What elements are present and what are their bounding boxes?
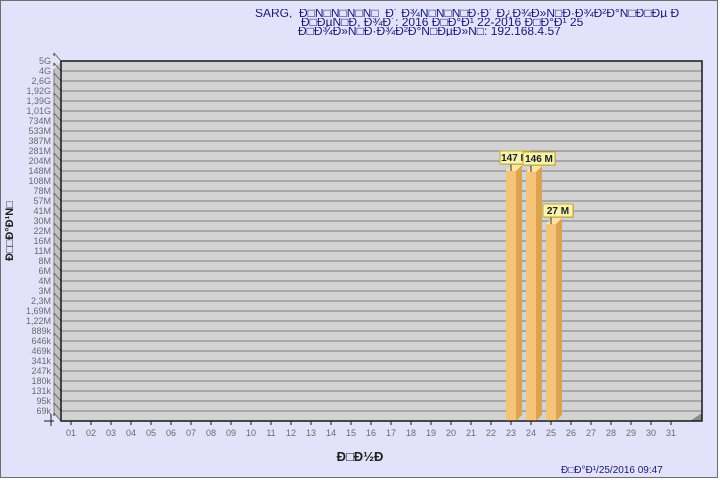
svg-text:734M: 734M bbox=[28, 116, 51, 126]
svg-text:889k: 889k bbox=[31, 326, 51, 336]
svg-text:27 M: 27 M bbox=[547, 206, 569, 217]
svg-text:05: 05 bbox=[146, 428, 156, 438]
svg-text:14: 14 bbox=[326, 428, 336, 438]
svg-text:1,39G: 1,39G bbox=[26, 96, 51, 106]
svg-text:341k: 341k bbox=[31, 356, 51, 366]
svg-text:11: 11 bbox=[266, 428, 275, 438]
svg-text:8M: 8M bbox=[38, 256, 51, 266]
svg-text:31: 31 bbox=[666, 428, 676, 438]
svg-text:26: 26 bbox=[566, 428, 576, 438]
svg-text:06: 06 bbox=[166, 428, 176, 438]
svg-text:21: 21 bbox=[466, 428, 476, 438]
svg-text:15: 15 bbox=[346, 428, 356, 438]
svg-text:6M: 6M bbox=[38, 266, 51, 276]
svg-text:2,3M: 2,3M bbox=[31, 296, 51, 306]
svg-text:41M: 41M bbox=[33, 206, 51, 216]
svg-text:09: 09 bbox=[226, 428, 236, 438]
svg-text:25: 25 bbox=[546, 428, 556, 438]
svg-text:13: 13 bbox=[306, 428, 316, 438]
svg-text:07: 07 bbox=[186, 428, 196, 438]
svg-text:78M: 78M bbox=[33, 186, 51, 196]
svg-text:131k: 131k bbox=[31, 386, 51, 396]
svg-text:2,6G: 2,6G bbox=[31, 76, 51, 86]
svg-text:180k: 180k bbox=[31, 376, 51, 386]
svg-text:20: 20 bbox=[446, 428, 456, 438]
svg-text:69k: 69k bbox=[36, 406, 51, 416]
svg-text:16M: 16M bbox=[33, 236, 51, 246]
svg-text:29: 29 bbox=[626, 428, 636, 438]
svg-text:57M: 57M bbox=[33, 196, 51, 206]
svg-text:22M: 22M bbox=[33, 226, 51, 236]
svg-text:04: 04 bbox=[126, 428, 136, 438]
svg-text:16: 16 bbox=[366, 428, 376, 438]
svg-text:1,92G: 1,92G bbox=[26, 86, 51, 96]
svg-text:23: 23 bbox=[506, 428, 516, 438]
svg-text:22: 22 bbox=[486, 428, 496, 438]
svg-text:03: 03 bbox=[106, 428, 116, 438]
svg-text:1,22M: 1,22M bbox=[26, 316, 51, 326]
svg-text:30: 30 bbox=[646, 428, 656, 438]
svg-text:646k: 646k bbox=[31, 336, 51, 346]
svg-text:95k: 95k bbox=[36, 396, 51, 406]
svg-text:11M: 11M bbox=[34, 246, 51, 256]
svg-text:18: 18 bbox=[406, 428, 416, 438]
svg-text:5G: 5G bbox=[39, 56, 51, 66]
svg-text:27: 27 bbox=[586, 428, 596, 438]
svg-text:4G: 4G bbox=[39, 66, 51, 76]
svg-text:17: 17 bbox=[386, 428, 396, 438]
svg-text:247k: 247k bbox=[31, 366, 51, 376]
svg-text:19: 19 bbox=[426, 428, 436, 438]
svg-text:146 M: 146 M bbox=[525, 154, 553, 165]
svg-text:3M: 3M bbox=[38, 286, 51, 296]
svg-text:148M: 148M bbox=[28, 166, 51, 176]
svg-text:02: 02 bbox=[86, 428, 96, 438]
svg-text:1,01G: 1,01G bbox=[26, 106, 51, 116]
svg-text:1,69M: 1,69M bbox=[26, 306, 51, 316]
svg-text:30M: 30M bbox=[33, 216, 51, 226]
svg-text:387M: 387M bbox=[28, 136, 51, 146]
svg-text:469k: 469k bbox=[31, 346, 51, 356]
svg-text:10: 10 bbox=[246, 428, 256, 438]
svg-text:533M: 533M bbox=[28, 126, 51, 136]
svg-text:4M: 4M bbox=[38, 276, 51, 286]
svg-text:281M: 281M bbox=[28, 146, 51, 156]
svg-text:204M: 204M bbox=[28, 156, 51, 166]
svg-text:24: 24 bbox=[526, 428, 536, 438]
svg-text:108M: 108M bbox=[28, 176, 51, 186]
svg-text:28: 28 bbox=[606, 428, 616, 438]
svg-text:01: 01 bbox=[66, 428, 76, 438]
svg-text:08: 08 bbox=[206, 428, 216, 438]
svg-text:12: 12 bbox=[286, 428, 296, 438]
